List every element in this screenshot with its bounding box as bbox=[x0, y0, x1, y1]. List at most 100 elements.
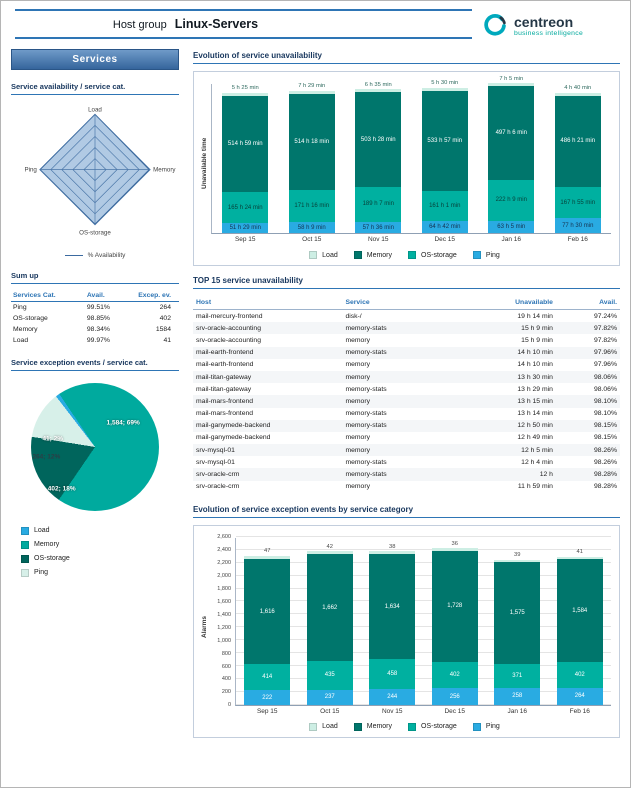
y-tick-label: 0 bbox=[227, 702, 231, 709]
segment-value-label: 1,634 bbox=[384, 603, 400, 610]
load-swatch bbox=[21, 526, 29, 535]
bar-segment-os-storage: 435 bbox=[306, 661, 353, 690]
table-cell: memory-stats bbox=[342, 346, 462, 359]
bar-stack: 77 h 30 min 167 h 55 min 486 h 21 min 4 h 4… bbox=[554, 85, 601, 233]
column-header: Unavailable bbox=[461, 296, 556, 310]
bar-segment-ping: 64 h 42 min bbox=[421, 220, 468, 233]
unavailability-chart-title: Evolution of service unavailability bbox=[193, 51, 620, 64]
os-storage-swatch bbox=[408, 722, 417, 731]
pie-slice-label-load: 41; 2% bbox=[42, 435, 64, 443]
y-tick-label: 1,800 bbox=[217, 585, 231, 592]
bar-segment-memory: 1,728 bbox=[431, 550, 478, 663]
unavailability-chart: Unavailable time 51 h 29 min 165 h 24 min… bbox=[193, 71, 620, 266]
table-row: mail-titan-gateway memory 13 h 30 min 98.06… bbox=[193, 370, 620, 384]
table-cell: 98.06% bbox=[593, 385, 617, 393]
logo-text: centreon business intelligence bbox=[514, 15, 583, 37]
segment-value-label: 264 bbox=[574, 693, 585, 700]
bar-stack: 256 402 1,728 36 bbox=[431, 541, 478, 705]
table-row: srv-oracle-crm memory-stats 12 h 98.28% bbox=[193, 468, 620, 481]
y-axis-label: Alarms bbox=[201, 615, 208, 638]
bar-segment-load: 7 h 29 min bbox=[288, 83, 335, 94]
segment-value-label: 6 h 35 min bbox=[364, 81, 392, 88]
table-cell: 97.96% bbox=[593, 361, 617, 369]
plot-area: 222 414 1,616 47 237 435 1,662 42 244 458 1,634 38 2… bbox=[235, 535, 611, 706]
bar-segment-load: 38 bbox=[369, 544, 416, 554]
bar-segment-ping: 63 h 5 min bbox=[488, 221, 535, 233]
gridline bbox=[236, 587, 611, 589]
y-tick-label: 2,400 bbox=[217, 547, 231, 553]
table-cell: 97.82% bbox=[555, 322, 620, 335]
table-cell: 98.26% bbox=[555, 444, 620, 457]
table-cell: 97.96% bbox=[555, 346, 620, 359]
load-swatch bbox=[309, 722, 318, 731]
bar-stack: 222 414 1,616 47 bbox=[244, 549, 291, 705]
table-cell: memory bbox=[342, 370, 462, 384]
bar-segment-os-storage: 402 bbox=[556, 661, 603, 688]
segment-value-label: 514 h 18 min bbox=[294, 138, 330, 145]
x-axis: Sep 15 Oct 15 Nov 15 Dec 15 Jan 16 Feb 16 bbox=[211, 236, 611, 243]
column-header: Services Cat. bbox=[11, 289, 85, 302]
segment-value-label: 222 h 9 min bbox=[495, 197, 527, 204]
memory-swatch bbox=[21, 540, 29, 549]
segment-value-label: 47 bbox=[264, 548, 271, 555]
bar-segment-os-storage: 371 bbox=[494, 664, 541, 689]
report-body: Services Service availability / service … bbox=[11, 49, 620, 748]
legend-label: Load bbox=[34, 527, 50, 535]
legend-label: Ping bbox=[34, 569, 49, 577]
bar-segment-memory: 1,575 bbox=[494, 562, 541, 665]
x-axis-label: Dec 15 bbox=[444, 707, 466, 715]
segment-value-label: 458 bbox=[387, 671, 398, 678]
segment-value-label: 167 h 55 min bbox=[560, 199, 596, 206]
bar-column: 237 435 1,662 42 bbox=[299, 544, 362, 705]
os-storage-swatch bbox=[408, 251, 417, 259]
y-tick-label: 800 bbox=[221, 650, 231, 657]
table-cell: mail-titan-gateway bbox=[196, 385, 252, 393]
bar-segment-os-storage: 165 h 24 min bbox=[222, 192, 269, 224]
table-cell: 98.26% bbox=[593, 458, 617, 466]
table-row: srv-mysql-01 memory 12 h 5 min 98.26% bbox=[193, 444, 620, 457]
pie-slice-label-os-storage: 402; 18% bbox=[47, 485, 76, 493]
chart-legend: Load Memory OS-storage Ping bbox=[198, 722, 611, 731]
bar-segment-load: 39 bbox=[494, 552, 541, 563]
table-cell: 98.06% bbox=[555, 370, 620, 384]
centreon-logo: centreon business intelligence bbox=[472, 9, 620, 39]
legend-item-os-storage: OS-storage bbox=[408, 722, 457, 731]
sumup-header-row: Services Cat. Avail. Excep. ev. bbox=[11, 289, 179, 302]
os-storage-swatch bbox=[21, 554, 29, 563]
table-cell: 12 h 5 min bbox=[461, 444, 556, 457]
gridline bbox=[236, 652, 611, 654]
segment-value-label: 38 bbox=[389, 543, 396, 550]
y-tick-label: 2,600 bbox=[217, 534, 231, 541]
segment-value-label: 497 h 6 min bbox=[495, 129, 527, 136]
bar-column: 258 371 1,575 39 bbox=[486, 552, 549, 705]
table-row: srv-oracle-accounting memory-stats 15 h 9 … bbox=[193, 322, 620, 335]
x-axis-label: Jan 16 bbox=[501, 236, 522, 243]
x-axis-label: Dec 15 bbox=[434, 236, 456, 243]
y-tick-label: 1,200 bbox=[217, 624, 231, 631]
segment-value-label: 36 bbox=[451, 540, 458, 547]
table-row: mail-earth-frontend memory 14 h 10 min 97.9… bbox=[193, 359, 620, 371]
table-cell: memory bbox=[345, 361, 370, 369]
table-cell: 12 h bbox=[461, 468, 556, 481]
pie-legend: Load Memory OS-storage Ping bbox=[21, 526, 179, 577]
table-cell: 14 h 10 min bbox=[461, 346, 556, 359]
bar-stack: 258 371 1,575 39 bbox=[494, 552, 541, 705]
y-tick-label: 400 bbox=[221, 676, 231, 683]
pie-slice-label-ping: 264; 12% bbox=[32, 453, 61, 461]
bar-segment-memory: 1,662 bbox=[306, 554, 353, 662]
bar-segment-os-storage: 161 h 1 min bbox=[421, 190, 468, 221]
bar-column: 222 414 1,616 47 bbox=[236, 549, 299, 705]
table-cell: memory bbox=[345, 336, 370, 344]
pie-chart-wrap: 1,584; 69% 402; 18% 264; 12% 41; 2% bbox=[31, 382, 159, 511]
bar-segment-ping: 244 bbox=[369, 689, 416, 705]
title-hostgroup-name: Linux-Servers bbox=[174, 17, 259, 31]
segment-value-label: 1,662 bbox=[322, 604, 338, 611]
segment-value-label: 1,728 bbox=[447, 603, 463, 610]
table-row: srv-mysql-01 memory-stats 12 h 4 min 98.26% bbox=[193, 456, 620, 468]
table-cell: mail-earth-frontend bbox=[196, 361, 254, 369]
plot-area: 51 h 29 min 165 h 24 min 514 h 59 min 5 h 2… bbox=[211, 76, 611, 234]
bar-segment-ping: 222 bbox=[244, 690, 291, 705]
bar-segment-load: 5 h 25 min bbox=[222, 85, 269, 96]
table-cell: OS-storage bbox=[13, 314, 48, 322]
table-row: mail-mercury-frontend disk-/ 19 h 14 min 97… bbox=[193, 310, 620, 323]
